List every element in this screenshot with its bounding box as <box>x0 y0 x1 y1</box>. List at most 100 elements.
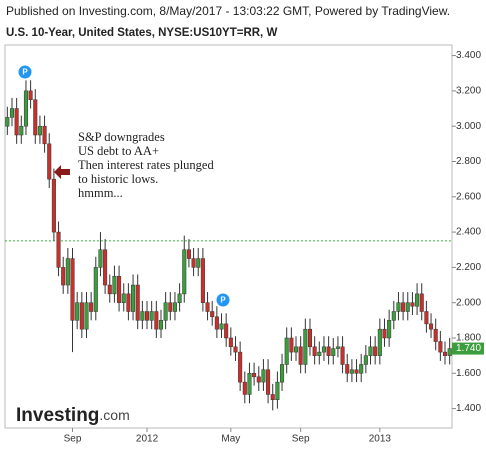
y-tick-label: 3.400 <box>456 50 481 61</box>
candle-body <box>107 284 112 295</box>
candle-body <box>326 346 331 356</box>
candle-body <box>149 311 154 321</box>
candle-body <box>438 341 443 353</box>
candle-body <box>186 249 191 259</box>
candle-body <box>266 369 271 395</box>
candle-body <box>354 369 359 374</box>
y-tick-label: 3.000 <box>456 121 481 132</box>
candle-body <box>126 293 131 312</box>
logo: Investing.com <box>16 405 130 426</box>
candle-body <box>242 381 247 395</box>
candle-body <box>5 117 10 127</box>
candle-body <box>135 284 140 321</box>
candle-body <box>233 346 238 353</box>
candle-body <box>210 311 215 318</box>
candle-body <box>293 346 299 353</box>
y-tick-label: 1.400 <box>456 403 481 414</box>
candle-body <box>89 302 94 312</box>
last-price-label: 1.740 <box>456 343 481 354</box>
logo-suffix: .com <box>99 407 129 423</box>
candle-body <box>424 311 429 325</box>
annotation: S&P downgrades US debt to AA+ Then inter… <box>54 130 214 200</box>
candle-body <box>270 394 275 401</box>
annotation-line: to historic lows. <box>78 172 158 186</box>
candle-body <box>275 381 280 401</box>
candle-body <box>387 320 392 339</box>
y-tick-label: 1.800 <box>456 333 481 344</box>
marker-badge <box>18 65 32 79</box>
candle-body <box>224 323 229 339</box>
candle-body <box>335 346 340 349</box>
candle-body <box>121 293 126 303</box>
candle-body <box>284 337 289 365</box>
candle-body <box>312 346 317 356</box>
y-tick-label: 2.600 <box>456 191 481 202</box>
x-tick-label: 2013 <box>369 434 392 445</box>
candle-body <box>447 348 452 356</box>
candle-body <box>317 351 322 356</box>
candle-body <box>131 284 136 312</box>
candle-body <box>433 328 438 342</box>
candle-body <box>70 258 75 321</box>
candle-body <box>419 293 424 312</box>
x-tick-label: 2012 <box>136 434 159 445</box>
candle-body <box>396 302 401 312</box>
candle-body <box>405 302 410 312</box>
candle-body <box>298 346 303 365</box>
candle-body <box>442 351 448 356</box>
candle-body <box>345 364 350 374</box>
candle-body <box>47 143 52 180</box>
candle-body <box>56 231 61 268</box>
candle-body <box>429 323 434 330</box>
candle-body <box>349 369 354 374</box>
candle-body <box>9 108 15 118</box>
candle-body <box>61 267 66 286</box>
header: Published on Investing.com, 8/May/2017 -… <box>6 4 450 18</box>
last-price-box <box>452 342 484 355</box>
candle-body <box>98 249 103 268</box>
candle-body <box>103 249 108 286</box>
candle-body <box>331 348 336 356</box>
candle-body <box>340 346 345 365</box>
candle-body <box>28 90 33 100</box>
candle-body <box>401 302 406 312</box>
candle-body <box>177 293 182 303</box>
candle-body <box>368 346 373 356</box>
marker-label: P <box>22 68 28 77</box>
annotation-line: US debt to AA+ <box>78 144 159 158</box>
y-tick-label: 2.400 <box>456 227 481 238</box>
candle-body <box>65 258 70 286</box>
annotation-arrow <box>54 165 70 179</box>
candle-body <box>205 302 210 312</box>
annotation-line: hmmm... <box>78 186 123 200</box>
candle-body <box>140 311 145 321</box>
candle-body <box>51 178 56 233</box>
logo-main: Investing <box>16 405 99 426</box>
candle-body <box>84 302 89 330</box>
candle-body <box>256 376 261 383</box>
chart-title: U.S. 10-Year, United States, NYSE:US10YT… <box>6 27 277 39</box>
y-tick-label: 1.600 <box>456 368 481 379</box>
candle-body <box>321 346 326 353</box>
candle-body <box>382 328 387 339</box>
x-tick-label: Sep <box>64 434 82 445</box>
candle-body <box>168 302 173 312</box>
candle-body <box>93 267 98 312</box>
candle-body <box>154 311 159 330</box>
marker-label: P <box>220 296 226 305</box>
candle-body <box>363 355 368 365</box>
candle-body <box>112 275 117 295</box>
x-tick-label: Sep <box>292 434 310 445</box>
candle-body <box>214 316 219 330</box>
candle-body <box>182 249 187 295</box>
annotation-line: S&P downgrades <box>78 130 165 144</box>
candle-body <box>33 99 38 136</box>
candle-body <box>19 125 24 136</box>
candle-body <box>228 337 233 348</box>
candle-body <box>196 258 201 268</box>
candle-body <box>289 337 294 353</box>
candle-body <box>307 328 313 348</box>
y-tick-label: 3.200 <box>456 86 481 97</box>
candle-body <box>280 364 285 383</box>
